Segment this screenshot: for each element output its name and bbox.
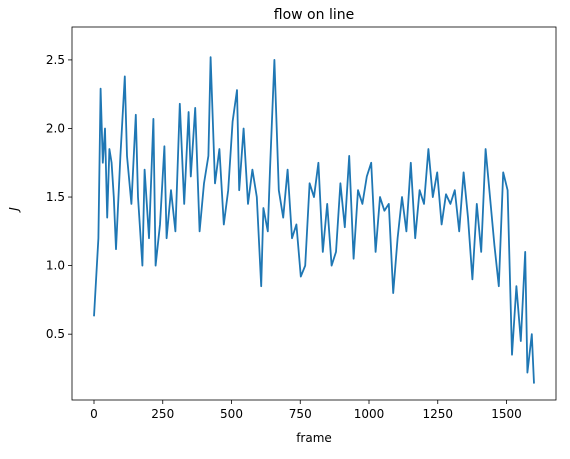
x-tick-label: 1500 [491,407,522,421]
plot-frame [71,26,557,401]
chart-title: flow on line [274,7,354,23]
x-tick-label: 750 [289,407,312,421]
x-tick-label: 1000 [354,407,385,421]
y-tick-label: 1.5 [46,190,65,204]
y-tick-label: 2.0 [46,121,65,135]
y-tick-label: 0.5 [46,327,65,341]
y-tick-label: 1.0 [46,259,65,273]
line-series [93,56,535,384]
x-axis-label: frame [296,431,332,445]
y-axis-label: J [7,207,21,213]
x-tick-label: 0 [90,407,98,421]
y-tick-label: 2.5 [46,53,65,67]
x-tick-label: 1250 [422,407,453,421]
x-tick-label: 250 [151,407,174,421]
x-tick-label: 500 [220,407,243,421]
